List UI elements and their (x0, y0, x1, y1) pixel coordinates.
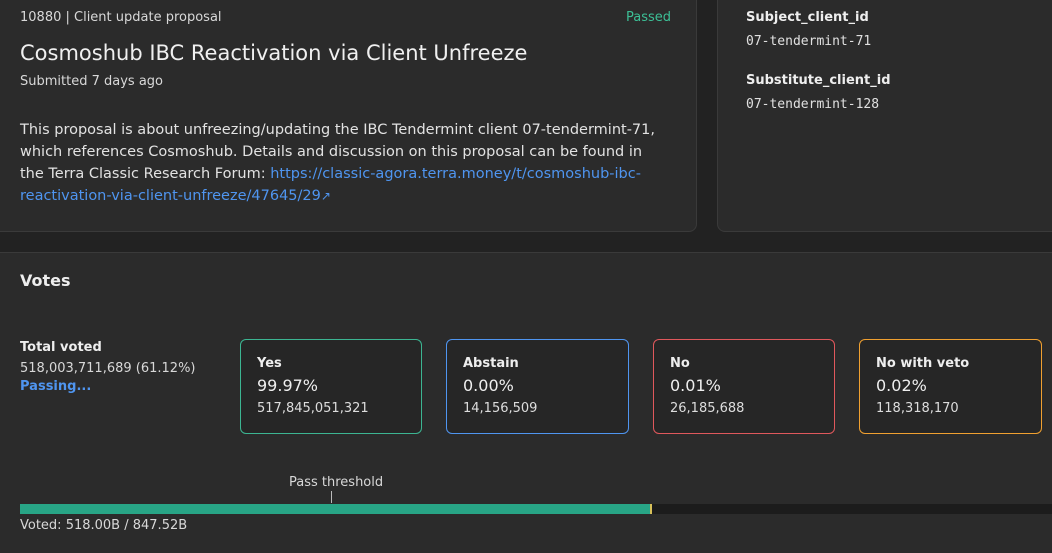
vote-option-count: 26,185,688 (670, 401, 745, 416)
vote-progress-end-marker (650, 504, 652, 514)
substitute-client-label: Substitute_client_id (746, 73, 891, 88)
client-info-card (717, 0, 1052, 232)
passing-status: Passing... (20, 379, 92, 394)
vote-progress-fill (20, 504, 650, 514)
subject-client-label: Subject_client_id (746, 10, 869, 25)
vote-option-count: 118,318,170 (876, 401, 959, 416)
submitted-date: Submitted 7 days ago (20, 74, 163, 89)
page-title: Cosmoshub IBC Reactivation via Client Un… (20, 41, 528, 65)
vote-option-abstain: Abstain 0.00% 14,156,509 (446, 339, 629, 434)
proposal-header: 10880 | Client update proposal (20, 10, 222, 25)
proposal-card (0, 0, 697, 232)
vote-option-label: No (670, 356, 690, 371)
status-badge: Passed (626, 10, 672, 25)
vote-option-label: Abstain (463, 356, 519, 371)
total-voted-value: 518,003,711,689 (61.12%) (20, 361, 196, 376)
total-voted-label: Total voted (20, 340, 102, 355)
proposal-description: This proposal is about unfreezing/updati… (20, 119, 670, 207)
vote-option-count: 517,845,051,321 (257, 401, 369, 416)
pass-threshold-label: Pass threshold (289, 475, 384, 490)
vote-option-percent: 0.02% (876, 376, 927, 395)
subject-client-value: 07-tendermint-71 (746, 34, 872, 49)
vote-option-no: No 0.01% 26,185,688 (653, 339, 835, 434)
vote-option-percent: 0.00% (463, 376, 514, 395)
external-link-icon: ↗ (320, 189, 331, 203)
voted-amount: Voted: 518.00B / 847.52B (20, 518, 188, 533)
vote-option-percent: 99.97% (257, 376, 319, 395)
vote-option-yes: Yes 99.97% 517,845,051,321 (240, 339, 422, 434)
description-text: This proposal is about unfreezing/updati… (20, 122, 655, 182)
vote-option-count: 14,156,509 (463, 401, 538, 416)
votes-title: Votes (20, 271, 71, 290)
substitute-client-value: 07-tendermint-128 (746, 97, 880, 112)
vote-option-percent: 0.01% (670, 376, 721, 395)
vote-option-label: Yes (257, 356, 282, 371)
forum-link[interactable]: https://classic-agora.terra.money/t/cosm… (20, 166, 641, 204)
vote-option-label: No with veto (876, 356, 970, 371)
pass-threshold-marker (331, 491, 332, 503)
vote-option-no-with-veto: No with veto 0.02% 118,318,170 (859, 339, 1042, 434)
